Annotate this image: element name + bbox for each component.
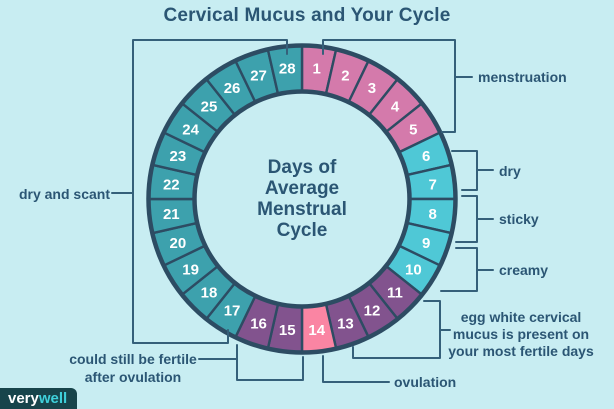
wheel-outer-rim — [146, 43, 458, 355]
day-number-27: 27 — [250, 67, 267, 84]
wheel-center-label: Days of Average Menstrual Cycle — [202, 157, 402, 241]
bracket-egg-white — [352, 300, 441, 359]
label-line: Cycle — [276, 220, 328, 241]
wheel-inner-rim — [192, 89, 412, 309]
bracket-ovulation — [322, 355, 390, 383]
creamy-label: creamy — [499, 262, 549, 278]
day-number-8: 8 — [429, 206, 437, 223]
day-number-22: 22 — [163, 177, 180, 194]
day-number-13: 13 — [337, 316, 354, 333]
bracket-menstruation — [322, 39, 456, 133]
dry-and-scant-label: dry and scant — [18, 186, 110, 202]
label-line: Average — [264, 178, 340, 199]
menstruation-label: menstruation — [478, 69, 567, 85]
day-number-20: 20 — [170, 235, 187, 252]
bracket-dry-and-scant — [132, 39, 288, 344]
ovulation-label: ovulation — [394, 374, 457, 390]
label-line: egg white cervical — [460, 309, 582, 325]
bracket-sticky — [455, 195, 478, 243]
verywell-logo-very: very — [8, 390, 39, 407]
day-number-25: 25 — [201, 98, 218, 115]
day-number-18: 18 — [201, 284, 218, 301]
sticky-label: sticky — [499, 211, 539, 227]
day-number-11: 11 — [387, 284, 403, 301]
label-line: could still be fertile — [69, 351, 197, 367]
day-number-3: 3 — [368, 80, 376, 97]
could-still-be-fertile-label: could still be fertile after ovulation — [53, 351, 213, 386]
label-line: Menstrual — [257, 199, 347, 220]
verywell-logo-well: well — [38, 390, 68, 407]
day-number-14: 14 — [308, 322, 325, 339]
day-number-15: 15 — [279, 322, 296, 339]
dry-label: dry — [499, 163, 521, 179]
day-number-23: 23 — [170, 148, 187, 165]
day-number-9: 9 — [422, 235, 430, 252]
day-number-17: 17 — [224, 303, 241, 320]
day-number-7: 7 — [429, 177, 437, 194]
day-number-12: 12 — [364, 303, 381, 320]
day-number-19: 19 — [182, 261, 199, 278]
day-number-24: 24 — [182, 121, 199, 138]
day-number-2: 2 — [341, 67, 349, 84]
day-number-21: 21 — [163, 206, 180, 223]
day-number-26: 26 — [224, 80, 241, 97]
day-number-5: 5 — [409, 121, 417, 138]
day-number-6: 6 — [422, 148, 430, 165]
label-line: Days of — [267, 157, 337, 178]
egg-white-label: egg white cervical mucus is present on you… — [446, 309, 596, 360]
day-number-10: 10 — [405, 261, 422, 278]
label-line: your most fertile days — [448, 343, 594, 359]
bracket-could-still-be-fertile — [236, 344, 304, 381]
label-line: after ovulation — [84, 368, 182, 385]
day-number-28: 28 — [279, 61, 296, 78]
day-number-4: 4 — [391, 98, 400, 115]
verywell-logo: verywell — [0, 388, 78, 409]
day-number-1: 1 — [313, 61, 321, 78]
page-title: Cervical Mucus and Your Cycle — [163, 5, 451, 26]
day-number-16: 16 — [250, 316, 267, 333]
label-line: mucus is present on — [452, 326, 590, 342]
